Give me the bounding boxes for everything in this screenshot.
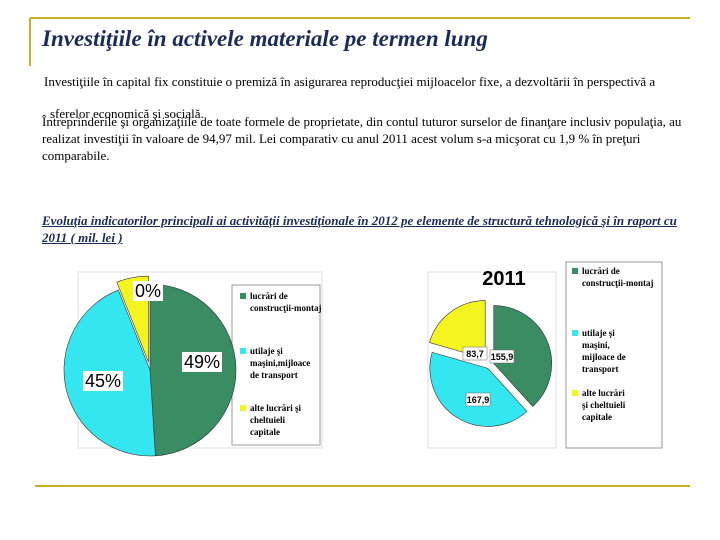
chart-caption: Evoluţia indicatorilor principali ai act…: [42, 213, 677, 245]
label-box: [82, 371, 124, 391]
legend-swatch: [572, 268, 578, 274]
legend-box: [565, 261, 663, 449]
legend-label: lucrări de construcţii-montaj: [250, 291, 322, 313]
data-label: 83,7: [466, 349, 484, 359]
label-box: [181, 352, 223, 372]
annotation: 0%: [135, 281, 161, 301]
chart-title: 2011: [482, 268, 525, 290]
legend-swatch: [572, 390, 578, 396]
legend-entry: alte lucrări şi cheltuieli capitale: [582, 388, 626, 422]
legend-swatch: [572, 330, 578, 336]
legend-entry: utilaje şi maşini,mijloace de transport: [250, 346, 310, 380]
paragraph: Investiţiile în capital fix constituie o…: [44, 74, 656, 121]
legend-label: utilaje şi maşini,mijloace de transport: [250, 346, 310, 380]
pie-slice: [429, 300, 486, 360]
data-label: 167,9: [467, 395, 490, 405]
pie-slice: [429, 351, 528, 427]
legend-swatch: [240, 293, 246, 299]
legend-entry: utilaje şi maşini, mijloace de transport: [582, 328, 626, 374]
annotation: 49%: [184, 352, 220, 372]
label-box: [462, 346, 488, 361]
legend-entry: lucrări de construcţii-montaj: [582, 266, 654, 288]
label-box: [465, 392, 491, 407]
legend-swatch: [240, 405, 246, 411]
legend-entry: alte lucrări şi cheltuieli capitale: [250, 403, 301, 437]
legend-box: [231, 284, 321, 446]
paragraph: Întreprinderile şi organizaţiile de toat…: [42, 114, 682, 163]
pie-slice: [493, 305, 552, 407]
legend-entry: lucrări de construcţii-montaj: [250, 291, 322, 313]
legend-label: alte lucrări şi cheltuieli capitale: [250, 403, 301, 437]
label-box: [132, 281, 164, 301]
legend-label: alte lucrări şi cheltuieli capitale: [582, 388, 626, 422]
label-box: [489, 349, 515, 364]
title: Investiţiile în activele materiale pe te…: [42, 26, 488, 51]
legend-label: utilaje şi maşini, mijloace de transport: [582, 328, 626, 374]
legend-label: lucrări de construcţii-montaj: [582, 266, 654, 288]
chart-frame: [427, 271, 557, 449]
legend-swatch: [240, 348, 246, 354]
annotation: 45%: [85, 371, 121, 391]
data-label: 155,9: [491, 352, 514, 362]
